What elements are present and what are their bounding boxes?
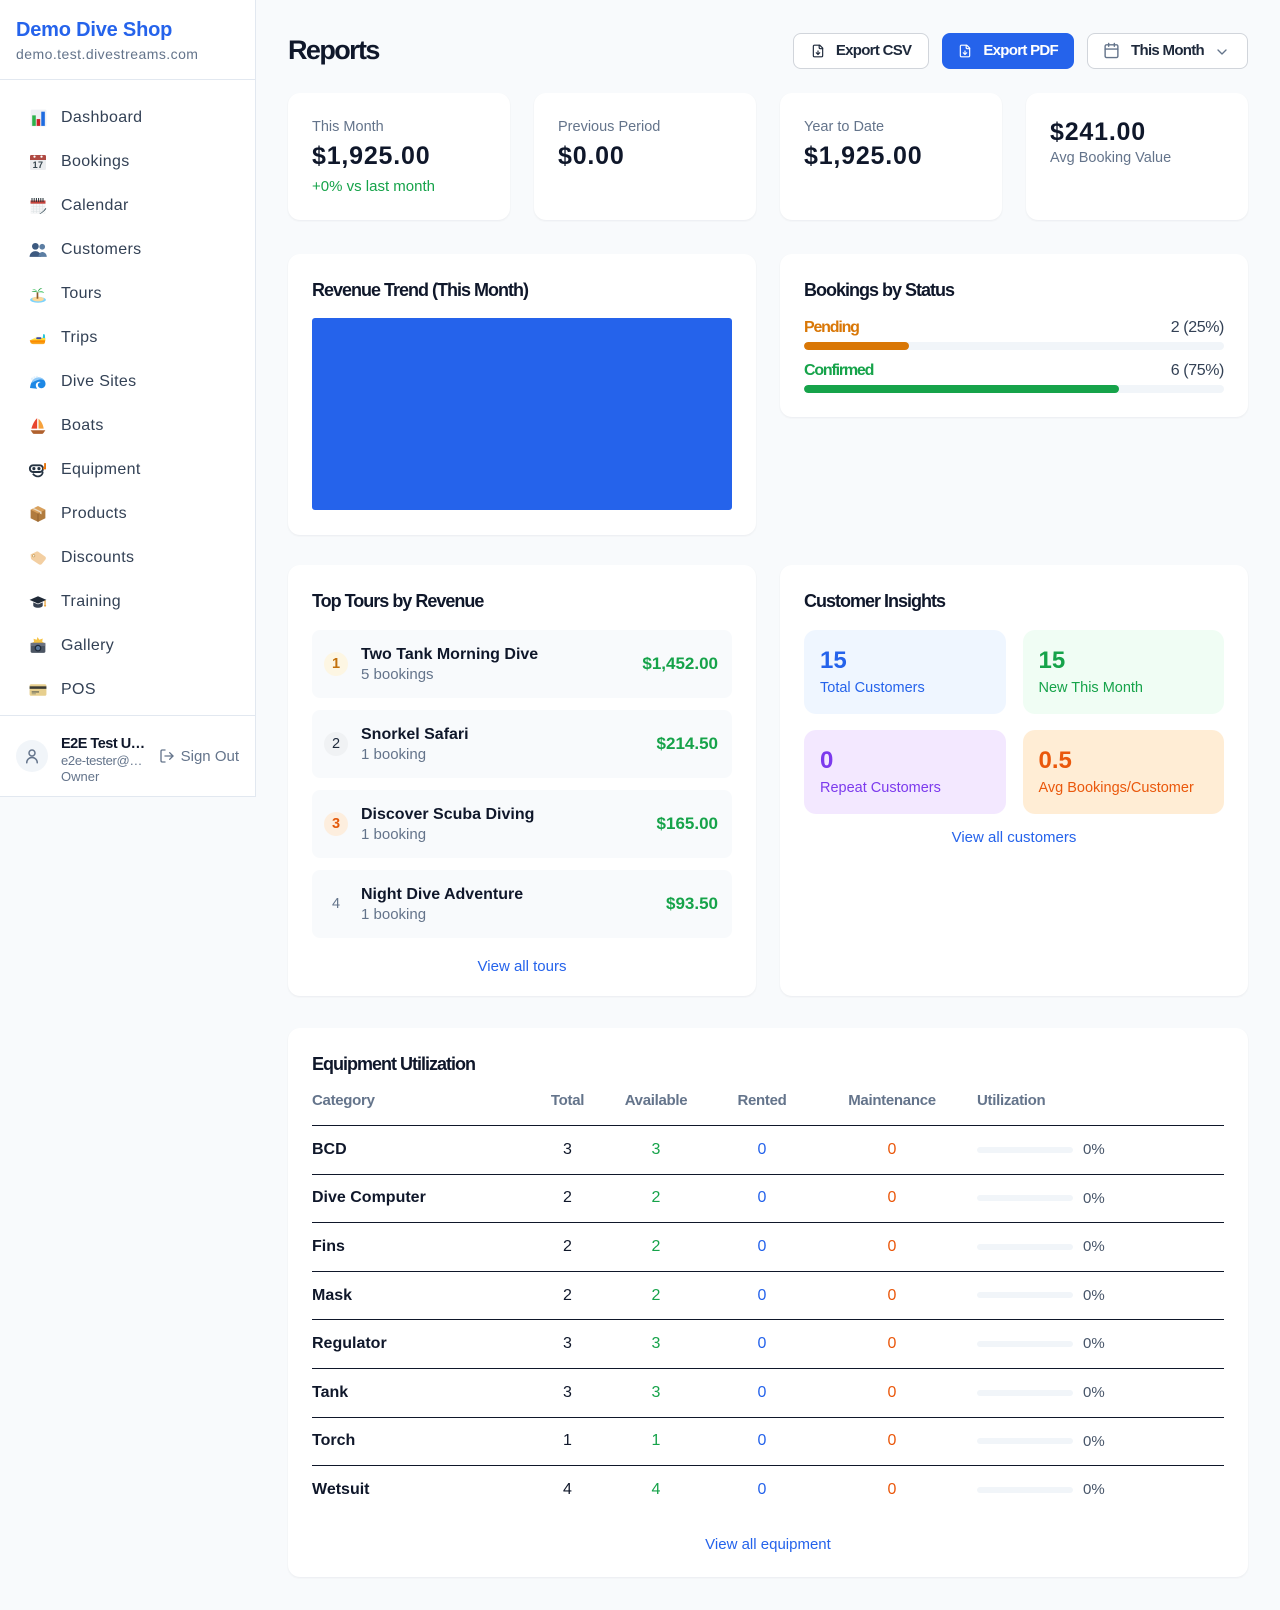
svg-text:17: 17 bbox=[33, 160, 44, 170]
